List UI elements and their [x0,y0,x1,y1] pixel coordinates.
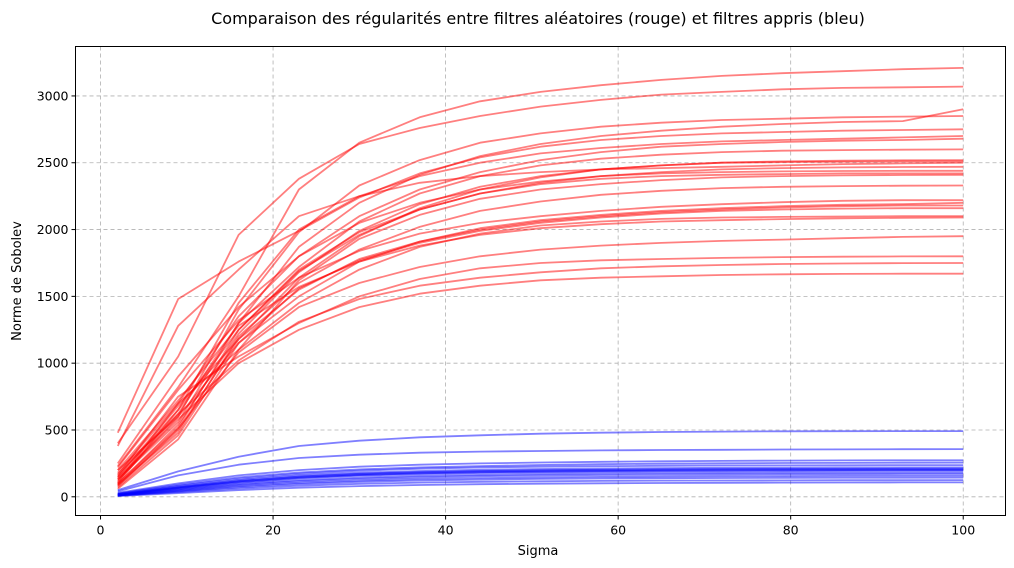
learned-filter-line-36 [117,469,964,496]
random-filter-line-3 [117,67,964,467]
x-axis: 0 20 40 60 80 100 [97,515,975,538]
random-filter-line-15 [117,173,964,490]
learned-filter-line-28 [117,459,964,494]
random-filter-line-25 [117,148,964,481]
learned-filter-line-40 [117,472,964,497]
y-tick-label: 1000 [37,356,69,371]
x-tick-label: 80 [783,523,799,538]
random-filter-line-13 [117,272,964,479]
plot-lines [116,67,964,497]
random-filter-line-11 [117,215,964,483]
random-filter-line-22 [117,169,964,464]
learned-filter-line-33 [117,474,964,497]
learned-filter-line-41 [117,468,964,496]
y-tick-label: 3000 [37,88,69,103]
y-tick-label: 0 [61,489,69,504]
learned-filter-line-38 [117,464,964,495]
x-tick-label: 0 [97,523,105,538]
x-tick-label: 40 [438,523,454,538]
y-axis-label: Norme de Sobolev [10,221,25,341]
random-filter-line-7 [117,108,964,481]
random-filter-line-4 [117,115,964,471]
y-tick-label: 500 [45,422,69,437]
y-tick-label: 1500 [37,289,69,304]
learned-filter-line-27 [117,448,964,493]
random-filter-line-12 [117,255,964,476]
learned-filter-line-35 [117,481,964,497]
learned-filter-line-30 [117,466,964,495]
random-filter-line-21 [117,204,964,478]
chart-title: Comparaison des régularités entre filtre… [211,9,865,28]
random-filter-line-2 [117,85,964,444]
random-filter-line-16 [117,207,964,489]
x-axis-label: Sigma [518,544,559,559]
y-tick-label: 2000 [37,222,69,237]
x-tick-label: 20 [265,523,281,538]
random-filter-line-19 [117,235,964,487]
plot-frame [75,46,1006,516]
x-tick-label: 100 [951,523,975,538]
learned-filter-line-26 [117,430,964,491]
y-tick-label: 2500 [37,155,69,170]
learned-filter-line-29 [117,461,964,495]
random-filter-line-5 [117,135,964,478]
y-axis: 0 500 1000 1500 2000 2500 3000 [37,88,76,504]
random-filter-line-20 [117,216,964,471]
random-filter-line-14 [117,262,964,475]
learned-filter-line-39 [117,476,964,497]
learned-filter-line-34 [117,479,964,497]
random-filter-line-23 [117,199,964,468]
x-tick-label: 60 [610,523,626,538]
random-filter-line-1 [116,128,964,434]
random-filter-line-24 [117,165,964,484]
learned-filter-line-32 [117,471,964,497]
